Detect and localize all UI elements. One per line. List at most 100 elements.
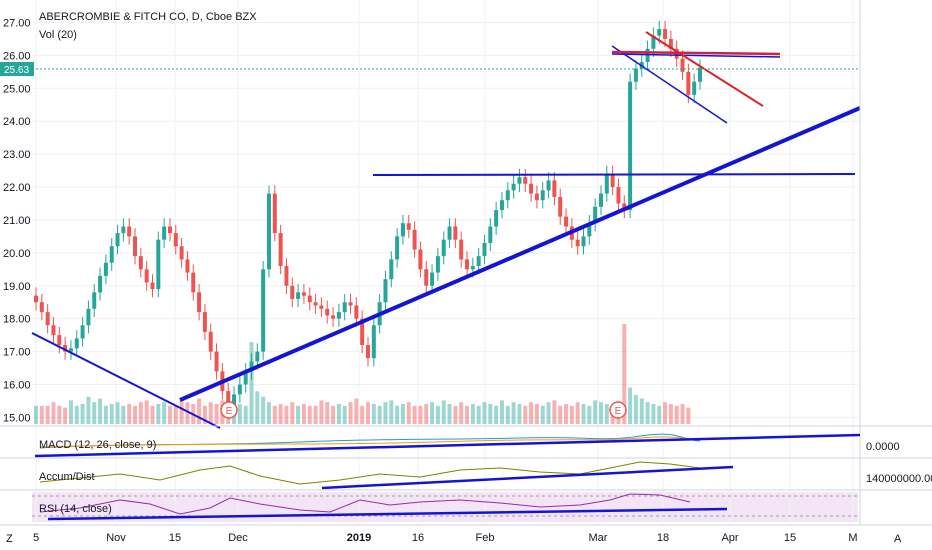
volume-bar <box>348 402 353 424</box>
volume-bar <box>668 404 673 424</box>
volume-bar <box>243 405 248 424</box>
candle-body <box>400 223 405 237</box>
time-tick-label: Nov <box>106 532 126 544</box>
candle-body <box>109 246 114 263</box>
candle-body <box>296 292 301 299</box>
volume-bar <box>412 405 417 424</box>
volume-bar <box>208 402 213 424</box>
candle-body <box>301 292 306 296</box>
upper-channel-line <box>611 53 781 58</box>
volume-bar <box>296 405 301 424</box>
candle-body <box>51 325 56 336</box>
volume-bar <box>511 402 516 424</box>
volume-bar <box>430 402 435 424</box>
volume-bar <box>266 402 271 424</box>
volume-bar <box>255 391 260 424</box>
earnings-marker[interactable]: E <box>220 401 238 419</box>
candle-body <box>564 216 569 227</box>
candle-body <box>668 38 673 49</box>
volume-bar <box>569 405 574 424</box>
candle-body <box>319 305 324 309</box>
time-tick-label: 15 <box>169 532 181 544</box>
earnings-marker-label: E <box>615 406 622 417</box>
volume-bar <box>127 404 132 424</box>
volume-bar <box>162 402 167 424</box>
candle-body <box>581 236 586 247</box>
volume-bar <box>307 405 312 424</box>
volume-bar <box>115 402 120 424</box>
candle-body <box>249 361 254 372</box>
price-tick-label: 20.00 <box>3 248 31 260</box>
macd-label: MACD (12, 26, close, 9) <box>39 439 156 451</box>
time-tick-label: 15 <box>784 532 796 544</box>
candle-body <box>214 351 219 372</box>
candle-body <box>383 279 388 303</box>
volume-bar <box>639 398 644 424</box>
candle-body <box>185 259 190 273</box>
volume-bar <box>214 404 219 424</box>
auto-scale-icon[interactable]: A <box>894 533 902 545</box>
time-axis[interactable]: 5 Nov 15 Dec 2019 16 Feb Mar 18 Apr 15 M <box>33 532 858 544</box>
candle-body <box>336 312 341 319</box>
volume-bar <box>144 400 149 424</box>
candle-body <box>133 236 138 257</box>
uptrend-line <box>179 106 861 402</box>
accum-label: Accum/Dist <box>39 471 95 483</box>
candle-body <box>604 173 609 194</box>
candle-body <box>395 236 400 260</box>
earnings-marker-label: E <box>226 406 233 417</box>
volume-bar <box>284 405 289 424</box>
candle-body <box>156 239 161 290</box>
candle-body <box>406 223 411 230</box>
candle-body <box>575 239 580 247</box>
candle-body <box>92 292 97 309</box>
candle-body <box>354 305 359 319</box>
candle-body <box>284 266 289 286</box>
volume-bar <box>150 405 155 424</box>
candle-body <box>57 335 62 346</box>
chart-title: ABERCROMBIE & FITCH CO, D, Cboe BZX <box>39 11 257 23</box>
volume-bar <box>138 402 143 424</box>
volume-bar <box>80 404 85 424</box>
volume-bar <box>68 400 73 424</box>
accum-dist-line <box>39 461 701 485</box>
volume-bar <box>657 405 662 424</box>
volume-bar <box>441 400 446 424</box>
volume-bar <box>202 405 207 424</box>
volume-bar <box>540 405 545 424</box>
volume-bar <box>261 396 266 424</box>
volume-bar <box>366 402 370 424</box>
accum-axis-value: 140000000.0000 <box>866 473 932 485</box>
volume-bar <box>581 404 586 424</box>
volume-bar <box>173 405 178 424</box>
volume-bar <box>465 405 470 424</box>
volume-bars <box>34 324 691 424</box>
price-axis[interactable]: 15.00 16.00 17.00 18.00 19.00 20.00 21.00 22.00… <box>3 17 31 424</box>
volume-bar <box>482 402 487 424</box>
candle-body <box>197 292 202 313</box>
volume-bar <box>499 400 504 424</box>
price-tick-label: 22.00 <box>3 182 31 194</box>
volume-bar <box>185 402 190 424</box>
candle-body <box>167 226 172 234</box>
volume-bar <box>167 405 172 424</box>
volume-bar <box>92 402 97 424</box>
candle-body <box>290 285 295 299</box>
timezone-icon[interactable]: Z <box>6 533 13 545</box>
rsi-trend-line <box>47 507 728 521</box>
volume-bar <box>674 405 679 424</box>
macd-signal-line <box>39 436 701 448</box>
candle-body <box>488 226 493 243</box>
candle-body <box>138 256 143 270</box>
candle-body <box>698 67 702 82</box>
candle-body <box>435 256 440 273</box>
volume-bar <box>633 394 638 424</box>
earnings-marker[interactable]: E <box>609 401 627 419</box>
volume-bar <box>552 400 557 424</box>
candle-body <box>470 266 475 270</box>
candle-body <box>115 233 120 247</box>
candle-body <box>523 177 528 184</box>
volume-bar <box>290 402 295 424</box>
volume-bar <box>354 398 359 424</box>
volume-bar <box>39 405 44 424</box>
